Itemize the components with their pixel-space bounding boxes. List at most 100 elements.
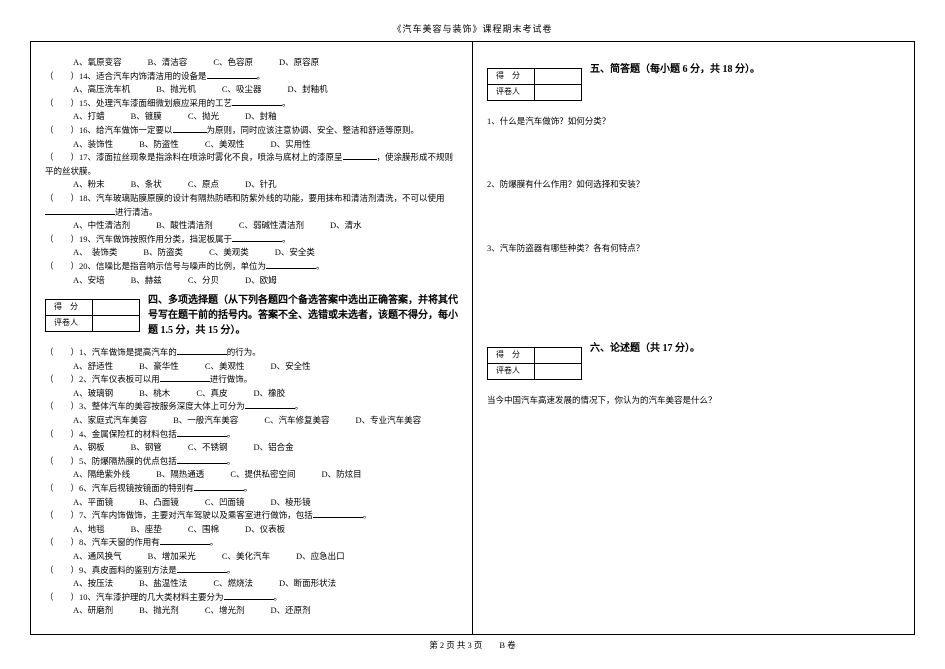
score-box: 得 分 评卷人 xyxy=(487,347,582,380)
opt: B、凸面镜 xyxy=(139,496,179,510)
opt: A、装饰性 xyxy=(73,138,113,152)
opt: A、家庭式汽车美容 xyxy=(73,414,147,428)
mq3-options: A、家庭式汽车美容 B、一般汽车美容 C、汽车修复美容 D、专业汽车美容 xyxy=(45,414,458,428)
q15-options: A、打蜡 B、镀膜 C、抛光 D、封釉 xyxy=(45,110,458,124)
q13-options: A、氧原变容 B、清洁容 C、色容原 D、原容原 xyxy=(45,56,458,70)
grader-cell xyxy=(93,315,140,331)
opt: D、橡胶 xyxy=(253,387,285,401)
opt: B、酸性清洁剂 xyxy=(156,219,213,233)
opt: C、提供私密空间 xyxy=(230,468,295,482)
opt: D、封釉机 xyxy=(287,83,327,97)
opt: C、弱碱性清洁剂 xyxy=(239,219,304,233)
q16: （ ）16、给汽车做饰一定要以为原则，同时应该注意协调、安全、整洁和舒适等原则。 xyxy=(45,124,458,138)
mq5-options: A、隔绝紫外线 B、隔热通透 C、提供私密空间 D、防炫目 xyxy=(45,468,458,482)
opt: B、镀膜 xyxy=(131,110,162,124)
mq7-options: A、地毯 B、座垫 C、围棉 D、仪表板 xyxy=(45,523,458,537)
opt: B、抛光剂 xyxy=(139,604,179,618)
opt: A、安培 xyxy=(73,274,105,288)
q19-options: A、 装饰类 B、防盗类 C、美观类 D、安全类 xyxy=(45,246,458,260)
opt: B、赫兹 xyxy=(131,274,162,288)
opt: D、防炫目 xyxy=(321,468,361,482)
opt: B、清洁容 xyxy=(148,56,188,70)
opt: D、应急出口 xyxy=(296,550,345,564)
mq2-options: A、玻璃钢 B、桃木 C、真皮 D、橡胶 xyxy=(45,387,458,401)
opt: D、原容原 xyxy=(279,56,319,70)
opt: A、舒适性 xyxy=(73,360,113,374)
mq10: （ ）10、汽车漆护理的几大类材料主要分为。 xyxy=(45,591,458,605)
opt: A、通风换气 xyxy=(73,550,122,564)
opt: C、增光剂 xyxy=(205,604,245,618)
opt: B、座垫 xyxy=(131,523,162,537)
mq7: （ ）7、汽车内饰做饰，主要对汽车驾驶以及乘客室进行做饰，包括。 xyxy=(45,509,458,523)
opt: B、防盗性 xyxy=(139,138,179,152)
score-box: 得 分 评卷人 xyxy=(45,299,140,332)
mq9-options: A、按压法 B、盐温性法 C、燃烧法 D、断面形状法 xyxy=(45,577,458,591)
mq1: （ ）1、汽车做饰是提高汽车的的行为。 xyxy=(45,346,458,360)
opt: B、条状 xyxy=(131,178,162,192)
section5-header: 得 分 评卷人 五、简答题（每小题 6 分，共 18 分）。 xyxy=(487,62,900,107)
opt: D、欧姆 xyxy=(245,274,277,288)
q20: （ ）20、信噪比是指音响示信号与噪声的比例，单位为。 xyxy=(45,260,458,274)
opt: B、隔热通透 xyxy=(156,468,204,482)
section4-title: 四、多项选择题（从下列各题四个备选答案中选出正确答案，并将其代号写在题干前的括号… xyxy=(148,293,458,338)
section5-title: 五、简答题（每小题 6 分，共 18 分）。 xyxy=(590,62,900,77)
right-column: 得 分 评卷人 五、简答题（每小题 6 分，共 18 分）。 1、什么是汽车做饰… xyxy=(473,42,914,634)
opt: D、仪表板 xyxy=(245,523,285,537)
opt: C、燃烧法 xyxy=(213,577,253,591)
score-cell xyxy=(535,69,582,85)
opt: A、打蜡 xyxy=(73,110,105,124)
mq1-options: A、舒适性 B、豪华性 C、美观性 D、安全性 xyxy=(45,360,458,374)
opt: D、安全类 xyxy=(275,246,315,260)
sq2: 2、防爆膜有什么作用？如何选择和安装？ xyxy=(487,178,900,192)
q17-options: A、粉末 B、条状 C、原点 D、针孔 xyxy=(45,178,458,192)
left-column: A、氧原变容 B、清洁容 C、色容原 D、原容原 （ ）14、适合汽车内饰清洁用… xyxy=(31,42,473,634)
grader-label: 评卷人 xyxy=(488,84,535,100)
opt: C、美观性 xyxy=(205,138,245,152)
score-box: 得 分 评卷人 xyxy=(487,68,582,101)
opt: B、增加采光 xyxy=(148,550,196,564)
opt: D、铝合金 xyxy=(253,441,293,455)
opt: C、汽车修复美容 xyxy=(264,414,329,428)
page-header: 《汽车美容与装饰》课程期末考试卷 xyxy=(30,22,915,35)
mq10-options: A、研磨剂 B、抛光剂 C、增光剂 D、还原剂 xyxy=(45,604,458,618)
opt: A、研磨剂 xyxy=(73,604,113,618)
grader-cell xyxy=(535,364,582,380)
score-label: 得 分 xyxy=(488,348,535,364)
opt: A、按压法 xyxy=(73,577,113,591)
opt: C、原点 xyxy=(188,178,219,192)
opt: A、地毯 xyxy=(73,523,105,537)
score-label: 得 分 xyxy=(46,300,93,316)
opt: A、 装饰类 xyxy=(73,246,117,260)
sq3: 3、汽车防盗器有哪些种类？各有何特点？ xyxy=(487,242,900,256)
opt: C、抛光 xyxy=(188,110,219,124)
opt: A、平面镜 xyxy=(73,496,113,510)
grader-cell xyxy=(535,84,582,100)
opt: C、分贝 xyxy=(188,274,219,288)
q18-options: A、中性清洁剂 B、酸性清洁剂 C、弱碱性清洁剂 D、清水 xyxy=(45,219,458,233)
mq2: （ ）2、汽车仪表板可以用进行做饰。 xyxy=(45,373,458,387)
grader-label: 评卷人 xyxy=(46,315,93,331)
section4-header: 得 分 评卷人 四、多项选择题（从下列各题四个备选答案中选出正确答案，并将其代号… xyxy=(45,293,458,338)
opt: C、色容原 xyxy=(213,56,253,70)
opt: D、实用性 xyxy=(270,138,310,152)
opt: A、玻璃钢 xyxy=(73,387,113,401)
score-cell xyxy=(535,348,582,364)
opt: C、美观类 xyxy=(209,246,249,260)
content-frame: A、氧原变容 B、清洁容 C、色容原 D、原容原 （ ）14、适合汽车内饰清洁用… xyxy=(30,41,915,635)
opt: C、凹面镜 xyxy=(205,496,245,510)
mq4: （ ）4、金属保险杠的材料包括。 xyxy=(45,428,458,442)
opt: D、封釉 xyxy=(245,110,277,124)
opt: A、粉末 xyxy=(73,178,105,192)
score-cell xyxy=(93,300,140,316)
q16-options: A、装饰性 B、防盗性 C、美观性 D、实用性 xyxy=(45,138,458,152)
opt: B、桃木 xyxy=(139,387,170,401)
mq5: （ ）5、防爆隔热膜的优点包括。 xyxy=(45,455,458,469)
opt: D、断面形状法 xyxy=(279,577,336,591)
mq4-options: A、钢板 B、钢管 C、不锈钢 D、铝合金 xyxy=(45,441,458,455)
opt: B、盐温性法 xyxy=(139,577,187,591)
opt: C、不锈钢 xyxy=(188,441,228,455)
opt: C、围棉 xyxy=(188,523,219,537)
opt: C、美化汽车 xyxy=(222,550,270,564)
sq1: 1、什么是汽车做饰？如何分类？ xyxy=(487,115,900,129)
opt: B、一般汽车美容 xyxy=(173,414,238,428)
